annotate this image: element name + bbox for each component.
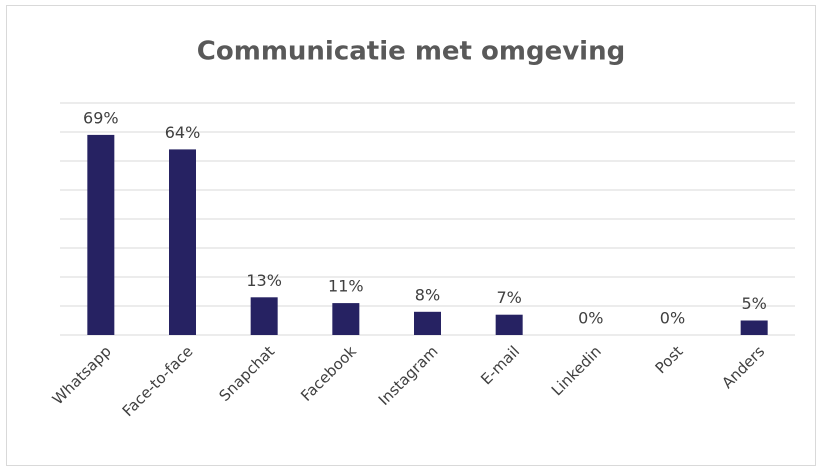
value-label: 0% xyxy=(660,309,685,328)
bar xyxy=(414,311,441,335)
value-label: 69% xyxy=(83,108,119,127)
bar xyxy=(87,134,115,335)
chart-border xyxy=(6,5,816,466)
value-label: 5% xyxy=(741,294,766,313)
bar xyxy=(740,320,768,335)
bar xyxy=(495,314,523,335)
value-label: 13% xyxy=(246,271,282,290)
bar xyxy=(332,303,360,335)
value-label: 7% xyxy=(496,288,521,307)
value-label: 64% xyxy=(165,123,201,142)
value-label: 8% xyxy=(415,285,440,304)
bar xyxy=(250,297,278,335)
chart-title: Communicatie met omgeving xyxy=(197,37,625,67)
bar xyxy=(169,149,196,335)
value-label: 11% xyxy=(328,277,364,296)
value-label: 0% xyxy=(578,309,603,328)
